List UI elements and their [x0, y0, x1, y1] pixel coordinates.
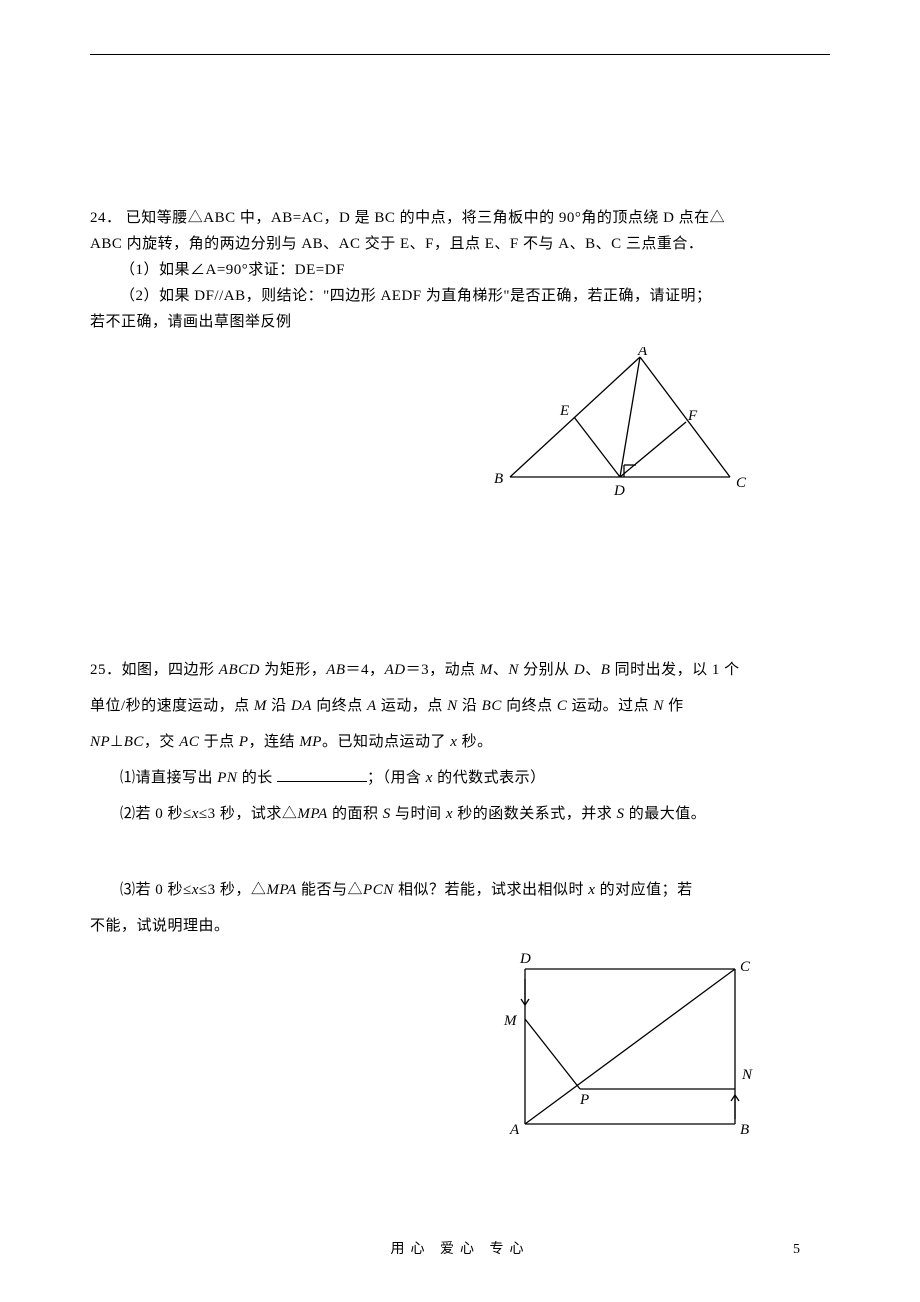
t: PCN: [363, 882, 394, 898]
t: x: [192, 806, 199, 822]
t: 的长: [237, 770, 277, 786]
t: N: [447, 698, 458, 714]
svg-text:N: N: [741, 1067, 753, 1083]
t: 同时出发，以 1 个: [610, 662, 739, 678]
p24-l2: ABC 内旋转，角的两边分别与 AB、AC 交于 E、F，且点 E、F 不与 A…: [90, 231, 830, 257]
t: 、: [585, 662, 601, 678]
t: P: [239, 734, 249, 750]
svg-text:M: M: [503, 1013, 518, 1029]
t: D: [574, 662, 585, 678]
t: S: [617, 806, 625, 822]
page-number: 5: [793, 1242, 800, 1258]
t: ＝3，动点: [406, 662, 480, 678]
t: ＝4，: [346, 662, 385, 678]
t: MPA: [266, 882, 296, 898]
svg-text:B: B: [740, 1122, 749, 1138]
blank-pn: [277, 766, 367, 782]
t: N: [653, 698, 664, 714]
t: 为矩形，: [260, 662, 326, 678]
t: B: [601, 662, 611, 678]
t: 如图，四边形: [122, 662, 219, 678]
t: AB: [326, 662, 345, 678]
t: x: [446, 806, 453, 822]
t: ，交: [144, 734, 179, 750]
t: 沿: [458, 698, 482, 714]
t: x: [426, 770, 433, 786]
t: 单位/秒的速度运动，点: [90, 698, 254, 714]
t: 相似？若能，试求出相似时: [394, 882, 589, 898]
svg-text:A: A: [509, 1122, 520, 1138]
t: MP: [299, 734, 322, 750]
problem-24: 24． 已知等腰△ABC 中，AB=AC，D 是 BC 的中点，将三角板中的 9…: [90, 205, 830, 335]
p24-part2b: 若不正确，请画出草图举反例: [90, 309, 830, 335]
svg-text:F: F: [687, 408, 698, 424]
t: 作: [664, 698, 684, 714]
t: 于点: [199, 734, 239, 750]
p24-part2a: （2）如果 DF//AB，则结论："四边形 AEDF 为直角梯形"是否正确，若正…: [90, 283, 830, 309]
svg-text:B: B: [494, 471, 503, 487]
t: ≤3 秒，试求△: [199, 806, 297, 822]
t: ，连结: [249, 734, 300, 750]
t: 的最大值。: [625, 806, 707, 822]
t: C: [557, 698, 568, 714]
t: 分别从: [519, 662, 574, 678]
t: NP: [90, 734, 110, 750]
t: 沿: [267, 698, 291, 714]
t: N: [508, 662, 519, 678]
t: ⑵若 0 秒≤: [120, 806, 192, 822]
figure-2-wrap: A B C D M N P: [90, 949, 830, 1139]
figure-2: A B C D M N P: [490, 949, 760, 1139]
t: 与时间: [391, 806, 446, 822]
t: PN: [217, 770, 237, 786]
t: ；（用含: [367, 770, 426, 786]
p25-number: 25．: [90, 662, 122, 678]
svg-text:C: C: [736, 475, 747, 491]
t: ⊥: [110, 734, 124, 750]
t: 、: [493, 662, 509, 678]
t: M: [480, 662, 493, 678]
t: 的面积: [328, 806, 383, 822]
p24-number: 24．: [90, 210, 122, 226]
t: ABCD: [219, 662, 260, 678]
t: 秒。: [457, 734, 492, 750]
svg-text:E: E: [559, 403, 569, 419]
figure-1-wrap: A B C D E F: [90, 347, 830, 497]
t: 向终点: [312, 698, 367, 714]
t: BC: [124, 734, 144, 750]
t: 向终点: [502, 698, 557, 714]
t: 秒的函数关系式，并求: [453, 806, 617, 822]
t: S: [383, 806, 391, 822]
svg-text:P: P: [579, 1092, 589, 1108]
t: BC: [482, 698, 502, 714]
svg-text:C: C: [740, 959, 751, 975]
t: 运动。过点: [567, 698, 653, 714]
t: DA: [291, 698, 312, 714]
t: x: [192, 882, 199, 898]
p25-q3-l2: 不能，试说明理由。: [90, 913, 830, 939]
spacer-1: [90, 537, 830, 657]
t: 的代数式表示）: [433, 770, 546, 786]
top-rule: [90, 54, 830, 55]
t: 的对应值；若: [595, 882, 692, 898]
p24-part1: （1）如果∠A=90°求证：DE=DF: [90, 257, 830, 283]
t: ≤3 秒，△: [199, 882, 266, 898]
svg-text:D: D: [613, 483, 625, 497]
t: AD: [385, 662, 406, 678]
p24-l1: 已知等腰△ABC 中，AB=AC，D 是 BC 的中点，将三角板中的 90°角的…: [126, 210, 725, 226]
t: M: [254, 698, 267, 714]
t: MPA: [297, 806, 327, 822]
t: 。已知动点运动了: [322, 734, 450, 750]
t: 运动，点: [377, 698, 448, 714]
footer-text: 用心 爱心 专心: [0, 1238, 920, 1258]
t: AC: [179, 734, 199, 750]
t: ⑴请直接写出: [120, 770, 217, 786]
spacer-2: [90, 837, 830, 877]
svg-text:A: A: [637, 347, 648, 359]
t: A: [367, 698, 377, 714]
t: ⑶若 0 秒≤: [120, 882, 192, 898]
problem-25: 25．如图，四边形 ABCD 为矩形，AB＝4，AD＝3，动点 M、N 分别从 …: [90, 657, 830, 939]
svg-text:D: D: [519, 951, 531, 967]
t: 能否与△: [297, 882, 363, 898]
figure-1: A B C D E F: [490, 347, 750, 497]
